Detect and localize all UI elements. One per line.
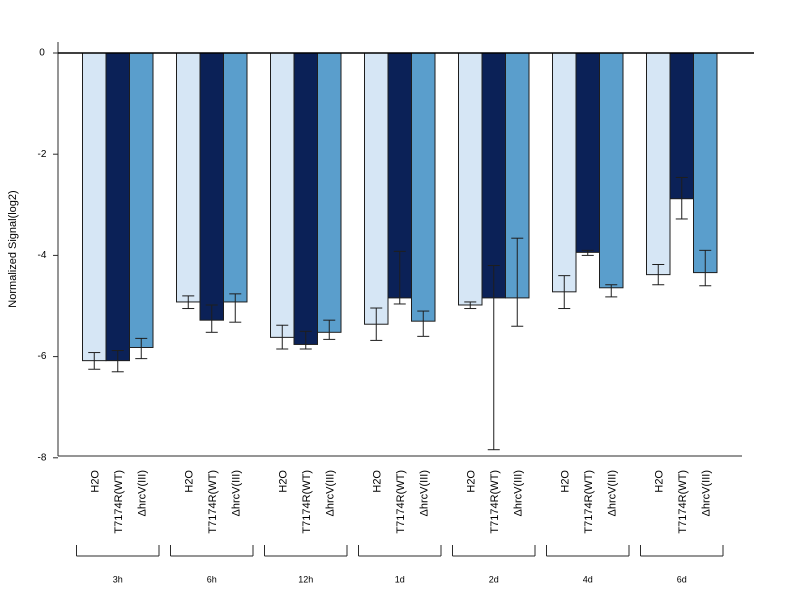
x-tick-label: H2O bbox=[465, 470, 477, 493]
x-tick-label: ΔhrcV(III) bbox=[324, 470, 336, 516]
x-tick-label: ΔhrcV(III) bbox=[230, 470, 242, 516]
bar-6d-0 bbox=[646, 52, 671, 276]
bar-6h-2 bbox=[223, 52, 248, 303]
x-tick-label: ΔhrcV(III) bbox=[136, 470, 148, 516]
x-tick-label: H2O bbox=[277, 470, 289, 493]
bar-3h-1 bbox=[105, 52, 130, 362]
x-tick-label: H2O bbox=[183, 470, 195, 493]
group-label: 12h bbox=[298, 574, 313, 584]
group-label: 1d bbox=[395, 574, 405, 584]
x-tick-label: H2O bbox=[559, 470, 571, 493]
group-label: 2d bbox=[489, 574, 499, 584]
bar-4d-0 bbox=[552, 52, 577, 293]
x-tick-label: H2O bbox=[653, 470, 665, 493]
group-label: 6h bbox=[207, 574, 217, 584]
x-tick-label: ΔhrcV(III) bbox=[700, 470, 712, 516]
x-tick-label: T7174R(WT) bbox=[301, 470, 313, 534]
x-tick-label: T7174R(WT) bbox=[207, 470, 219, 534]
bar-12h-0 bbox=[270, 52, 295, 338]
x-tick-label: ΔhrcV(III) bbox=[512, 470, 524, 516]
x-tick-label: T7174R(WT) bbox=[113, 470, 125, 534]
y-axis-label: Normalized Signal(log2) bbox=[7, 190, 19, 307]
x-tick-label: ΔhrcV(III) bbox=[418, 470, 430, 516]
y-tick-label: -2 bbox=[38, 149, 47, 160]
group-label: 6d bbox=[677, 574, 687, 584]
x-tick-label: ΔhrcV(III) bbox=[606, 470, 618, 516]
x-tick-label: T7174R(WT) bbox=[489, 470, 501, 534]
bar-4d-2 bbox=[599, 52, 624, 289]
bar-6h-0 bbox=[176, 52, 201, 303]
bar-2d-1 bbox=[481, 52, 506, 299]
bar-1d-0 bbox=[364, 52, 389, 325]
y-tick-label: -6 bbox=[38, 351, 47, 362]
bar-1d-2 bbox=[411, 52, 436, 322]
bar-3h-2 bbox=[129, 52, 154, 348]
y-tick-label: -4 bbox=[38, 250, 47, 261]
bar-4d-1 bbox=[575, 52, 600, 253]
bar-6d-2 bbox=[693, 52, 718, 274]
x-tick-label: T7174R(WT) bbox=[395, 470, 407, 534]
x-tick-label: T7174R(WT) bbox=[677, 470, 689, 534]
bar-12h-1 bbox=[293, 52, 318, 345]
x-tick-label: H2O bbox=[371, 470, 383, 493]
y-tick-label: -8 bbox=[38, 452, 47, 463]
bar-12h-2 bbox=[317, 52, 342, 333]
bar-6d-1 bbox=[669, 52, 694, 200]
bar-3h-0 bbox=[82, 52, 107, 362]
group-label: 3h bbox=[113, 574, 123, 584]
bar-2d-0 bbox=[458, 52, 483, 306]
bar-6h-1 bbox=[199, 52, 224, 321]
x-tick-label: H2O bbox=[89, 470, 101, 493]
group-label: 4d bbox=[583, 574, 593, 584]
x-tick-label: T7174R(WT) bbox=[583, 470, 595, 534]
y-tick-label: 0 bbox=[39, 48, 45, 59]
